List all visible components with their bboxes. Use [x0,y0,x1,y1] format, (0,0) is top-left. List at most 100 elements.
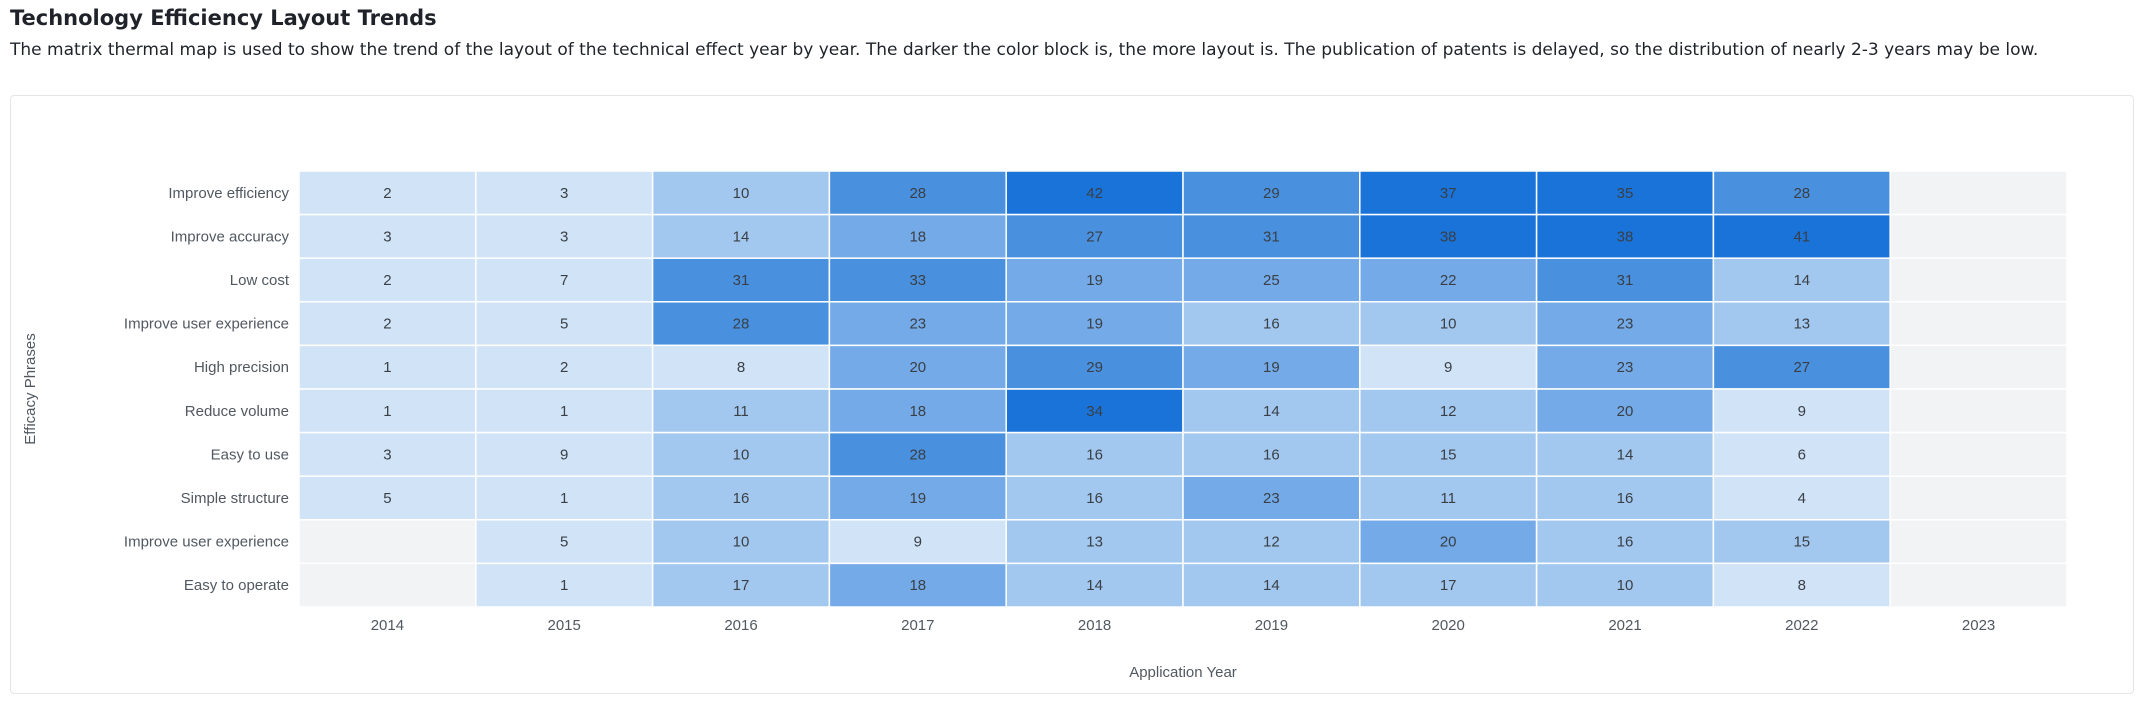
cell-value-label: 42 [1086,185,1103,202]
heatmap-cell[interactable] [475,562,654,608]
heatmap-cell[interactable] [1359,431,1538,477]
heatmap-cell[interactable] [651,257,831,303]
heatmap-cell[interactable] [1889,257,2068,303]
heatmap-cell[interactable] [1712,475,1891,521]
heatmap-cell[interactable] [298,213,477,259]
heatmap-cell[interactable] [651,170,831,216]
heatmap-cell[interactable] [1889,562,2068,608]
x-axis-title: Application Year [1129,664,1237,681]
heatmap-cell[interactable] [298,301,477,347]
heatmap-cell[interactable] [298,519,477,565]
heatmap-cell[interactable] [475,170,654,216]
cell-value-label: 20 [909,359,926,376]
cell-value-label: 4 [1798,490,1806,507]
heatmap-cell[interactable] [1535,562,1715,608]
cell-value-label: 9 [1798,403,1806,420]
heatmap-cell[interactable] [1359,562,1538,608]
heatmap-cell[interactable] [475,388,654,434]
heatmap-cell[interactable] [651,519,831,565]
x-tick-label: 2016 [724,617,757,634]
heatmap-cell[interactable] [1535,388,1715,434]
cell-value-label: 18 [909,228,926,245]
heatmap-cell[interactable] [1359,519,1538,565]
y-tick-label: Easy to operate [184,577,289,594]
heatmap-cell[interactable] [1359,344,1538,390]
cell-value-label: 3 [560,228,568,245]
heatmap-cell[interactable] [1005,388,1184,434]
heatmap-cell[interactable] [1182,388,1361,434]
cell-value-label: 2 [383,185,391,202]
x-tick-label: 2017 [901,617,934,634]
cell-value-label: 18 [909,577,926,594]
heatmap-cell[interactable] [1005,475,1184,521]
heatmap-cell[interactable] [1712,562,1891,608]
heatmap-cell[interactable] [828,301,1007,347]
y-tick-label: Low cost [230,272,290,289]
heatmap-cell[interactable] [1005,562,1184,608]
cell-value-label: 9 [560,446,568,463]
cell-value-label: 14 [1263,577,1280,594]
cell-value-label: 2 [560,359,568,376]
heatmap-cell[interactable] [1712,213,1891,259]
heatmap-cell[interactable] [1535,170,1715,216]
heatmap-cell[interactable] [298,388,477,434]
heatmap-cell[interactable] [651,562,831,608]
heatmap-cell[interactable] [1712,301,1891,347]
heatmap-cell[interactable] [298,344,477,390]
heatmap-cell[interactable] [1359,213,1538,259]
heatmap-cell[interactable] [1182,475,1361,521]
heatmap-cell[interactable] [828,388,1007,434]
heatmap-cell[interactable] [1182,344,1361,390]
heatmap-cell[interactable] [1712,257,1891,303]
heatmap-cell[interactable] [1889,301,2068,347]
cell-value-label: 11 [733,403,749,420]
heatmap-cell[interactable] [1182,562,1361,608]
heatmap-cell[interactable] [475,257,654,303]
heatmap-cell[interactable] [828,475,1007,521]
heatmap-cell[interactable] [828,562,1007,608]
cell-value-label: 15 [1793,534,1810,551]
heatmap-cell[interactable] [1359,475,1538,521]
y-tick-label: Easy to use [211,446,289,463]
heatmap-cell[interactable] [1535,213,1715,259]
heatmap-cell[interactable] [1889,431,2068,477]
heatmap-cell[interactable] [298,475,477,521]
heatmap-cell[interactable] [651,213,831,259]
cell-value-label: 38 [1617,228,1634,245]
heatmap-cell[interactable] [1005,257,1184,303]
heatmap-cell[interactable] [1182,170,1361,216]
heatmap-cell[interactable] [1889,519,2068,565]
heatmap-cell[interactable] [828,344,1007,390]
heatmap-cell[interactable] [298,170,477,216]
heatmap-cell[interactable] [651,344,831,390]
cell-value-label: 19 [909,490,926,507]
heatmap-cell[interactable] [1182,519,1361,565]
x-tick-label: 2021 [1608,617,1641,634]
heatmap-cell[interactable] [1889,170,2068,216]
heatmap-cell[interactable] [1712,344,1891,390]
heatmap-cell[interactable] [475,301,654,347]
heatmap-cell[interactable] [1889,475,2068,521]
heatmap-cell[interactable] [1005,213,1184,259]
cell-value-label: 31 [733,272,750,289]
heatmap-cell[interactable] [651,388,831,434]
heatmap-cell[interactable] [1889,388,2068,434]
heatmap-cell[interactable] [828,519,1007,565]
heatmap-cell[interactable] [1889,344,2068,390]
heatmap-cell[interactable] [475,431,654,477]
heatmap-cell[interactable] [1712,388,1891,434]
heatmap-cell[interactable] [651,475,831,521]
heatmap-cell[interactable] [1889,213,2068,259]
heatmap-cell[interactable] [298,257,477,303]
heatmap-cell[interactable] [1535,519,1715,565]
heatmap-cell[interactable] [298,562,477,608]
cell-value-label: 27 [1086,228,1103,245]
heatmap-cell[interactable] [1005,431,1184,477]
heatmap-cell[interactable] [828,257,1007,303]
heatmap-cell[interactable] [1005,519,1184,565]
heatmap-cell[interactable] [298,431,477,477]
cell-value-label: 10 [1440,316,1457,333]
cell-value-label: 8 [1798,577,1806,594]
cell-value-label: 16 [733,490,750,507]
heatmap-cell[interactable] [475,519,654,565]
